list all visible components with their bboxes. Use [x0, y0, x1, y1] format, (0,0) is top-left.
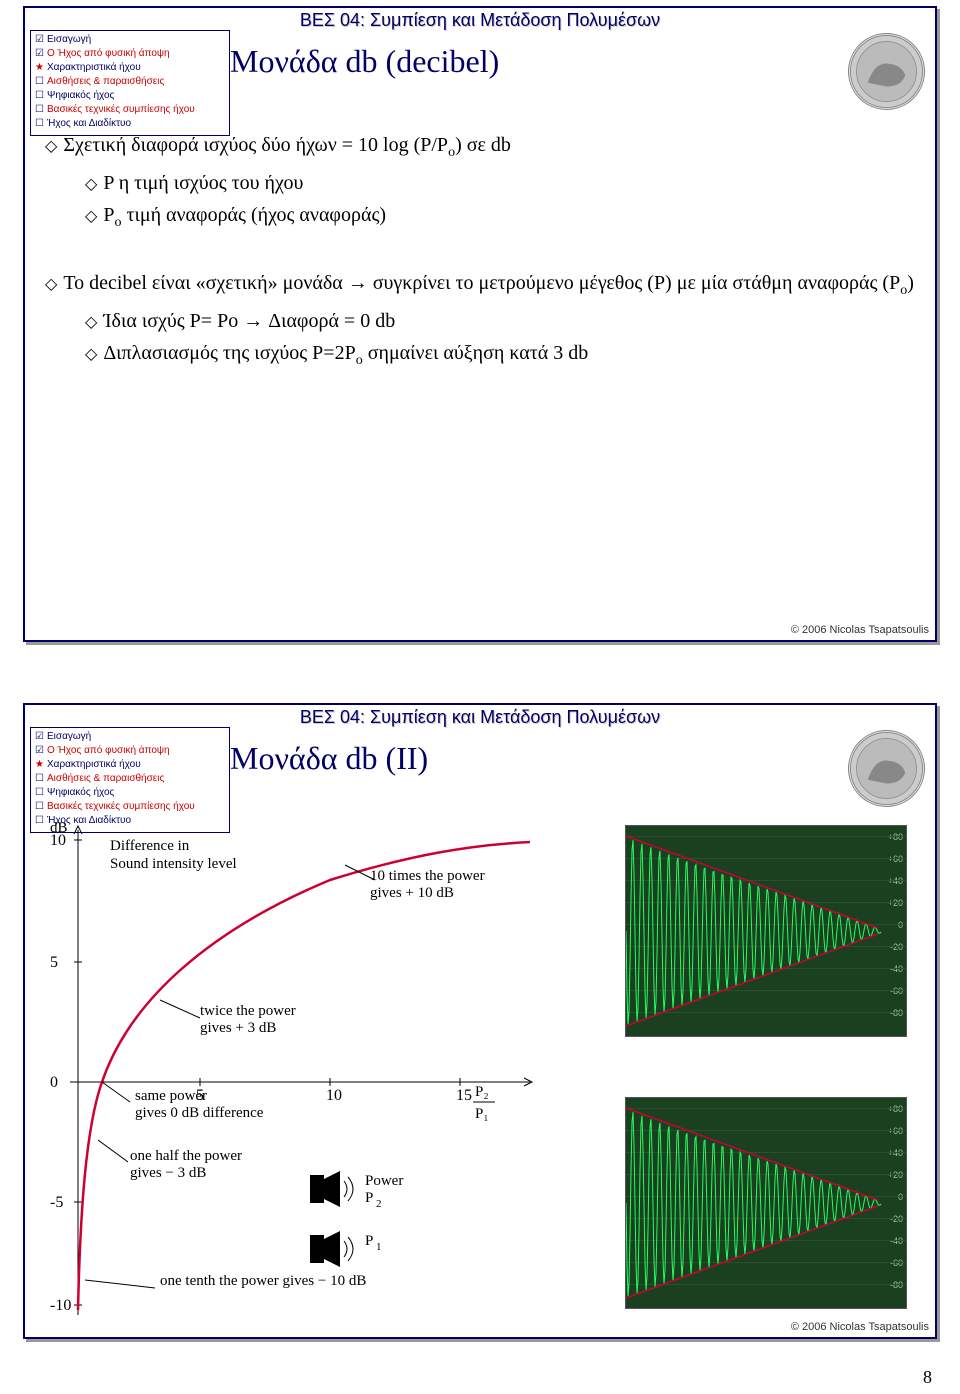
nav-outline: ☑Εισαγωγή☑Ο Ήχος από φυσική άποψη★Χαρακτ… — [30, 30, 230, 136]
svg-text:gives 0 dB difference: gives 0 dB difference — [135, 1105, 264, 1121]
copyright: © 2006 Nicolas Tsapatsoulis — [791, 624, 929, 636]
bullet-line: ◇Το decibel είναι «σχετική» μονάδα → συγ… — [45, 268, 915, 306]
svg-text:-10: -10 — [50, 1297, 71, 1314]
course-header: ΒΕΣ 04: Συμπίεση και Μετάδοση Πολυμέσων — [25, 10, 935, 31]
db-curve-chart: 1050-5-10dB51015P₂P₁Difference inSound i… — [30, 820, 600, 1325]
svg-text:Sound intensity level: Sound intensity level — [110, 856, 237, 872]
waveform-panels: +80+60+40+200-20-40-60-80 +80+60+40+200-… — [625, 825, 905, 1369]
svg-text:Difference in: Difference in — [110, 838, 190, 854]
nav-item: ☐Αισθήσεις & παραισθήσεις — [35, 772, 225, 786]
svg-text:twice the power: twice the power — [200, 1003, 296, 1019]
nav-item: ☐Ψηφιακός ήχος — [35, 89, 225, 103]
slide-frame: ΒΕΣ 04: Συμπίεση και Μετάδοση Πολυμέσων … — [23, 703, 937, 1339]
bullet-line — [45, 238, 915, 268]
svg-text:0: 0 — [50, 1074, 58, 1091]
svg-text:P₂: P₂ — [475, 1084, 489, 1100]
svg-text:gives + 3 dB: gives + 3 dB — [200, 1020, 276, 1036]
svg-text:15: 15 — [456, 1087, 472, 1104]
slide-title: Μονάδα db (decibel) — [230, 43, 499, 80]
bullet-line: ◇P η τιμή ισχύος του ήχου — [85, 168, 915, 200]
svg-text:P: P — [365, 1233, 373, 1249]
bullet-line: ◇Σχετική διαφορά ισχύος δύο ήχων = 10 lo… — [45, 130, 915, 168]
bullet-line: ◇Διπλασιασμός της ισχύος P=2Po σημαίνει … — [85, 338, 915, 376]
page-1: ΒΕΣ 04: Συμπίεση και Μετάδοση Πολυμέσων … — [0, 0, 960, 697]
svg-text:-5: -5 — [50, 1194, 63, 1211]
nav-item: ☑Εισαγωγή — [35, 33, 225, 47]
course-header: ΒΕΣ 04: Συμπίεση και Μετάδοση Πολυμέσων — [25, 707, 935, 728]
nav-item: ☐Βασικές τεχνικές συμπίεσης ήχου — [35, 800, 225, 814]
svg-text:P: P — [365, 1190, 373, 1206]
svg-text:2: 2 — [376, 1198, 382, 1210]
svg-text:1: 1 — [376, 1241, 382, 1253]
nav-item: ☐Ήχος και Διαδίκτυο — [35, 117, 225, 131]
nav-item: ☑Ο Ήχος από φυσική άποψη — [35, 47, 225, 61]
nav-item: ☑Ο Ήχος από φυσική άποψη — [35, 744, 225, 758]
svg-text:same power: same power — [135, 1088, 207, 1104]
seal-emblem — [848, 33, 925, 110]
nav-item: ☐Ψηφιακός ήχος — [35, 786, 225, 800]
nav-item: ★Χαρακτηριστικά ήχου — [35, 61, 225, 75]
page-2: ΒΕΣ 04: Συμπίεση και Μετάδοση Πολυμέσων … — [0, 697, 960, 1394]
svg-text:one half the power: one half the power — [130, 1148, 242, 1164]
svg-text:gives + 10 dB: gives + 10 dB — [370, 885, 454, 901]
nav-item: ☐Αισθήσεις & παραισθήσεις — [35, 75, 225, 89]
svg-text:gives − 3 dB: gives − 3 dB — [130, 1165, 206, 1181]
svg-text:dB: dB — [50, 820, 68, 836]
svg-text:10: 10 — [326, 1087, 342, 1104]
copyright: © 2006 Nicolas Tsapatsoulis — [791, 1321, 929, 1333]
svg-text:P₁: P₁ — [475, 1106, 489, 1122]
seal-emblem — [848, 730, 925, 807]
slide-title: Μονάδα db (II) — [230, 740, 428, 777]
svg-text:one tenth the power gives − 10: one tenth the power gives − 10 dB — [160, 1273, 366, 1289]
slide-frame: ΒΕΣ 04: Συμπίεση και Μετάδοση Πολυμέσων … — [23, 6, 937, 642]
svg-text:5: 5 — [50, 954, 58, 971]
svg-text:10 times the power: 10 times the power — [370, 868, 485, 884]
nav-item: ★Χαρακτηριστικά ήχου — [35, 758, 225, 772]
slide-content: ◇Σχετική διαφορά ισχύος δύο ήχων = 10 lo… — [45, 130, 915, 376]
nav-outline: ☑Εισαγωγή☑Ο Ήχος από φυσική άποψη★Χαρακτ… — [30, 727, 230, 833]
waveform-top: +80+60+40+200-20-40-60-80 — [625, 825, 907, 1037]
bullet-line: ◇Po τιμή αναφοράς (ήχος αναφοράς) — [85, 200, 915, 238]
svg-text:Power: Power — [365, 1173, 403, 1189]
bullet-line: ◇Ίδια ισχύς P= Po → Διαφορά = 0 db — [85, 306, 915, 338]
page-number: 8 — [923, 1367, 932, 1388]
nav-item: ☑Εισαγωγή — [35, 730, 225, 744]
nav-item: ☐Βασικές τεχνικές συμπίεσης ήχου — [35, 103, 225, 117]
waveform-bottom: +80+60+40+200-20-40-60-80 — [625, 1097, 907, 1309]
